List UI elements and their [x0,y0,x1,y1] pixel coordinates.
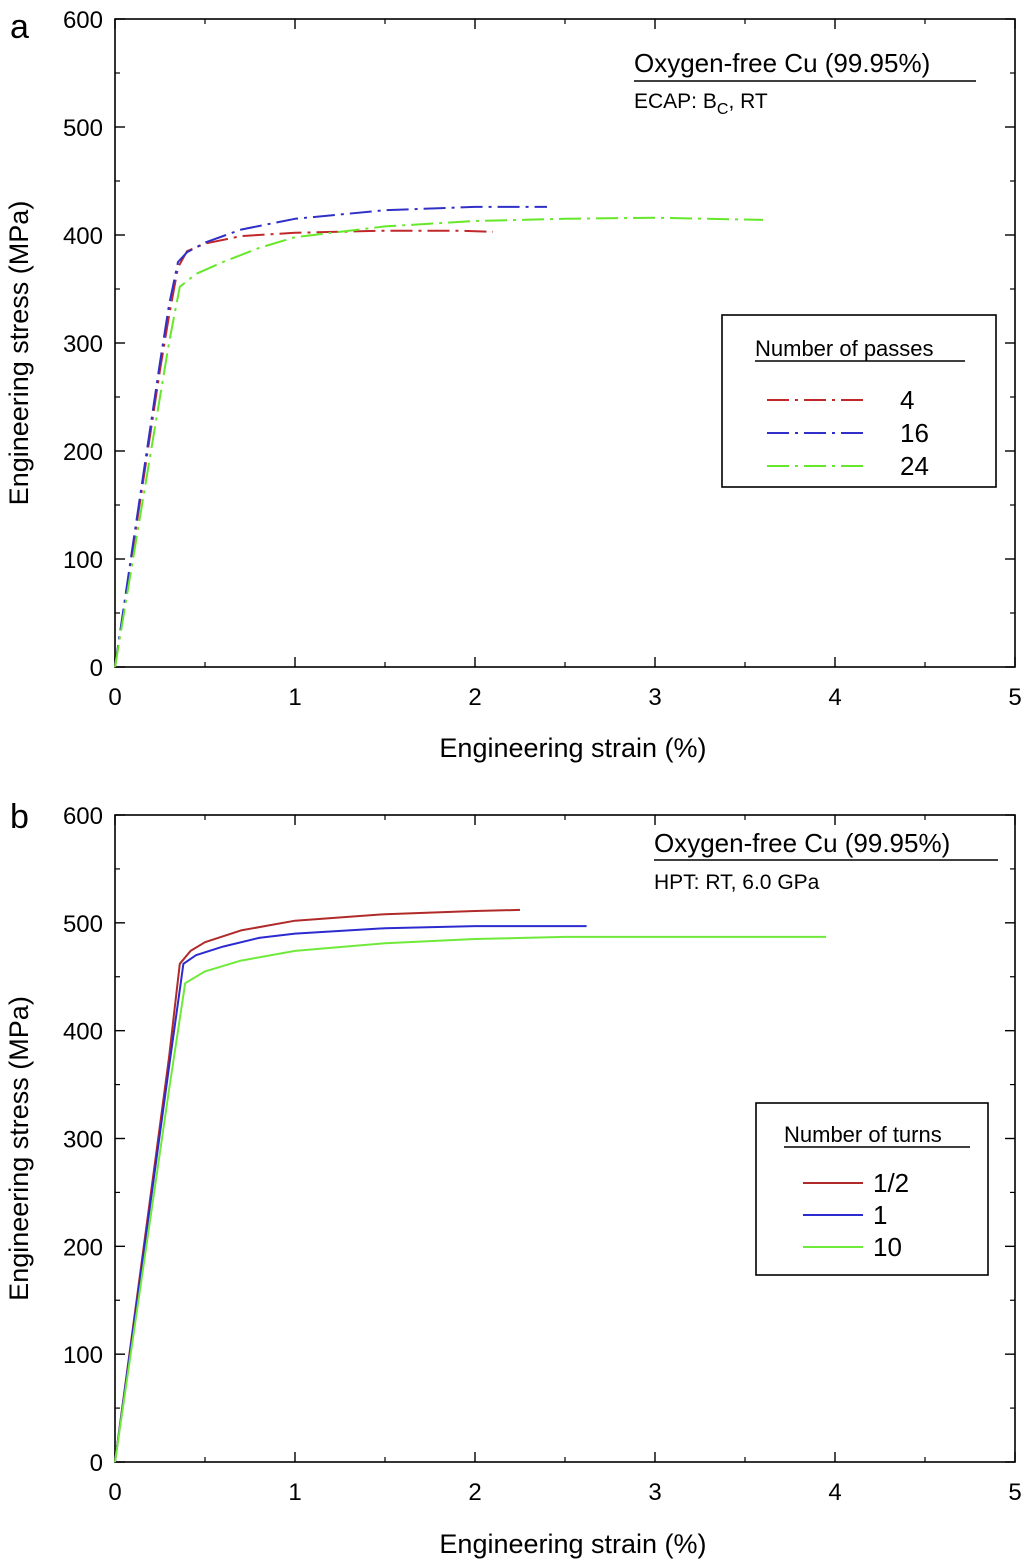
y-tick-label: 100 [63,547,103,574]
legend-label: 10 [873,1232,902,1262]
x-tick-label: 4 [828,684,841,711]
x-tick-label: 3 [648,684,661,711]
legend-title: Number of turns [784,1122,942,1147]
y-axis-label: Engineering stress (MPa) [4,201,34,506]
x-tick-label: 2 [468,1479,481,1506]
y-tick-label: 300 [63,1127,103,1154]
legend-box [755,1102,989,1276]
process-subtitle: HPT: RT, 6.0 GPa [654,871,820,894]
y-tick-label: 200 [63,1234,103,1261]
process-subtitle-subscript: C [717,101,729,118]
process-subtitle-main: HPT: RT, 6.0 GPa [654,871,820,894]
legend-label: 1 [873,1200,887,1230]
y-tick-label: 0 [90,655,103,682]
x-tick-label: 0 [108,684,121,711]
series-line-1-2 [114,908,521,1463]
series-line-16 [114,205,547,668]
process-subtitle-suffix: , RT [728,90,767,113]
chart-panel-b: b 0 1 2 3 4 5 0 100 200 300 400 500 600 Engineering st… [4,798,1022,1559]
legend-label: 1/2 [873,1168,909,1198]
material-title: Oxygen-free Cu (99.95%) [654,828,950,858]
chart-panel-a: a 0 1 2 3 4 5 0 100 200 300 400 500 600 Engineering st… [4,7,1022,763]
legend-title: Number of passes [755,336,934,361]
series-line-10 [114,935,826,1463]
x-tick-label: 0 [108,1479,121,1506]
x-tick-label: 1 [288,684,301,711]
y-tick-label: 400 [63,223,103,250]
y-tick-label: 200 [63,439,103,466]
y-tick-label: 500 [63,911,103,938]
series-line-1 [114,925,587,1463]
panel-label: b [10,798,29,836]
legend-label: 24 [900,451,929,481]
panel-label: a [10,8,29,46]
x-tick-label: 3 [648,1479,661,1506]
x-axis-label: Engineering strain (%) [439,733,706,763]
y-axis-label: Engineering stress (MPa) [4,996,34,1301]
y-tick-label: 0 [90,1450,103,1477]
y-tick-label: 600 [63,803,103,830]
material-title: Oxygen-free Cu (99.95%) [634,48,930,78]
series-line-24 [114,216,764,668]
x-axis-label: Engineering strain (%) [439,1529,706,1559]
process-subtitle-main: ECAP: B [634,90,717,113]
x-tick-label: 2 [468,684,481,711]
x-tick-label: 5 [1008,684,1021,711]
x-tick-label: 1 [288,1479,301,1506]
y-tick-label: 500 [63,115,103,142]
y-tick-label: 100 [63,1342,103,1369]
legend-label: 16 [900,418,929,448]
legend-label: 4 [900,385,914,415]
y-tick-label: 300 [63,331,103,358]
y-tick-label: 600 [63,7,103,34]
x-tick-label: 4 [828,1479,841,1506]
y-tick-label: 400 [63,1019,103,1046]
x-tick-label: 5 [1008,1479,1021,1506]
process-subtitle: ECAP: BC, RT [634,90,768,118]
